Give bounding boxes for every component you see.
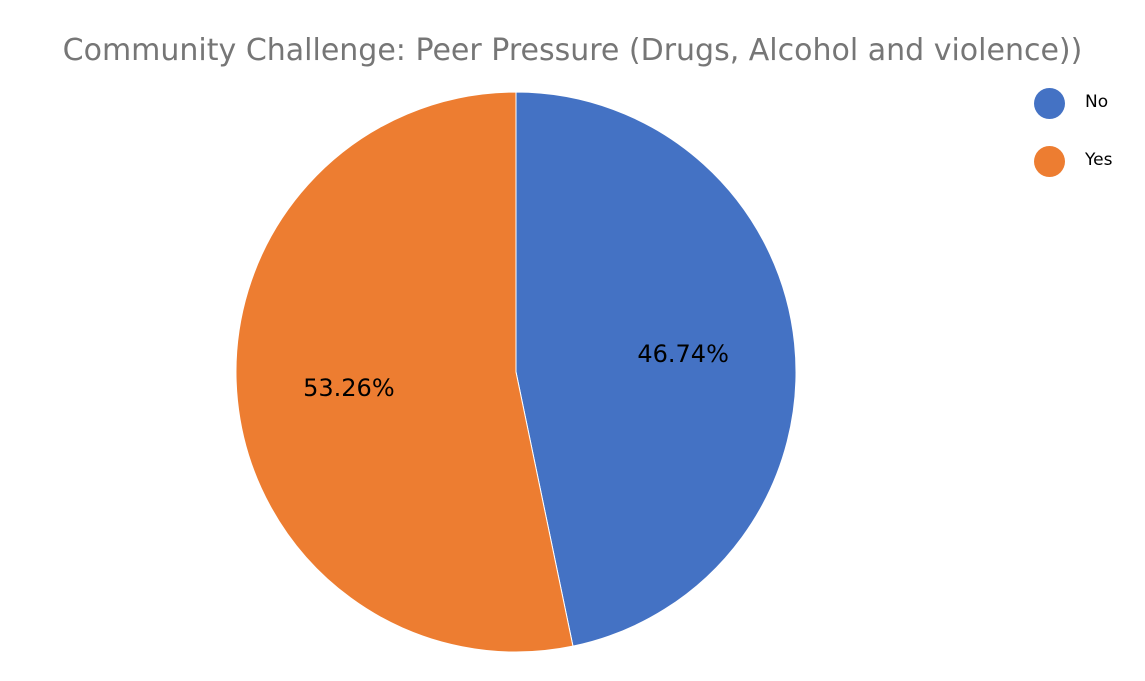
chart-title: Community Challenge: Peer Pressure (Drug… [62, 33, 1083, 68]
legend-swatch-no [1034, 88, 1065, 119]
legend-swatch-yes [1034, 146, 1065, 177]
legend-label-no: No [1085, 92, 1109, 112]
legend-item-no: No [1034, 88, 1144, 119]
pie-slice-no [515, 91, 797, 647]
data-label-yes: 53.26% [303, 374, 395, 402]
pie-slice-yes [235, 91, 574, 653]
legend-item-yes: Yes [1034, 146, 1144, 177]
data-label-no: 46.74% [637, 340, 729, 368]
legend: No Yes [1034, 88, 1144, 204]
legend-label-yes: Yes [1085, 150, 1113, 170]
